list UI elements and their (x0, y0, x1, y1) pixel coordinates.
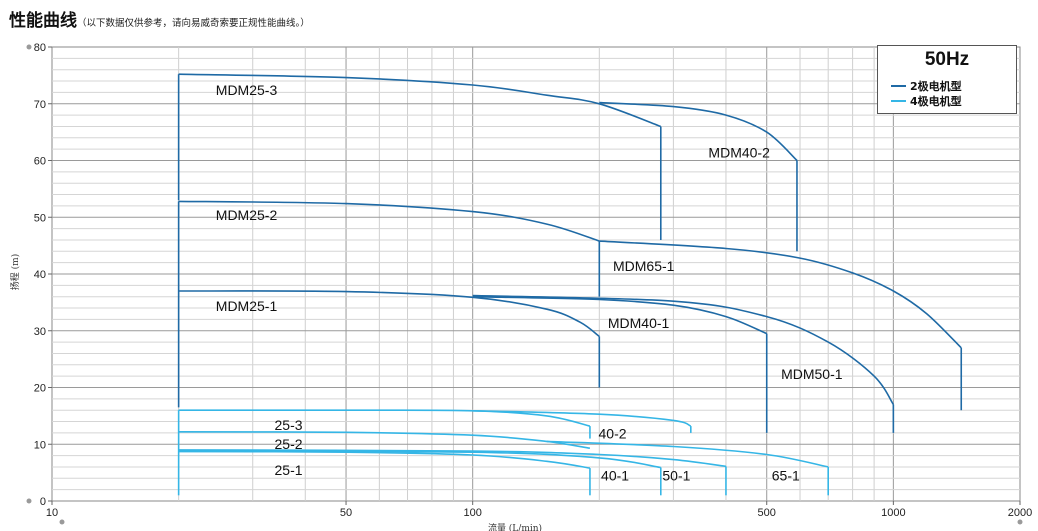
legend-title: 50Hz (924, 49, 970, 70)
y-axis-end-dot (26, 44, 32, 50)
curve-label-mdm50-1: MDM50-1 (781, 366, 843, 382)
chart-title: 性能曲线 (9, 11, 77, 31)
curve-labels: MDM25-3 MDM40-2 MDM25-2 MDM65-1 MDM25-1 MDM40… (216, 82, 843, 483)
x-tick-label: 50 (340, 507, 352, 519)
curve-label-25-3: 25-3 (275, 417, 303, 433)
curve-label-mdm40-1: MDM40-1 (608, 315, 670, 331)
curve-label-40-1: 40-1 (601, 468, 629, 484)
x-axis-label: 流量 (L/min) (488, 522, 542, 531)
y-tick-label: 30 (34, 326, 46, 338)
curve-label-25-2: 25-2 (275, 436, 303, 452)
x-axis-start-dot (59, 519, 65, 525)
y-tick-label: 50 (34, 212, 46, 224)
y-tick-label: 0 (40, 496, 46, 508)
legend-item-4-pole: 4极电机型 (891, 94, 962, 108)
y-axis-start-dot (26, 498, 32, 504)
curve-label-50-1: 50-1 (662, 468, 690, 484)
curves (177, 73, 963, 496)
legend-label-4-pole: 4极电机型 (910, 94, 962, 108)
curve-label-25-1: 25-1 (275, 462, 303, 478)
y-axis-label: 扬程 (m) (9, 254, 21, 290)
y-tick-label: 60 (34, 156, 46, 168)
curve-50-1 (178, 449, 727, 468)
curve-mdm50-1 (472, 294, 895, 405)
curve-25-3 (178, 409, 591, 427)
curve-25-1 (178, 450, 591, 469)
curve-mdm40-2 (599, 101, 798, 162)
legend: 50Hz 2极电机型 4极电机型 (877, 45, 1017, 114)
curve-label-mdm25-3: MDM25-3 (216, 82, 278, 98)
curve-65-1 (546, 440, 829, 468)
y-tick-label: 20 (34, 383, 46, 395)
chart-title-row: 性能曲线（以下数据仅供参考，请向易威奇索要正规性能曲线。） (9, 6, 310, 31)
legend-swatch-4-pole (891, 99, 906, 102)
curve-40-2 (472, 410, 692, 427)
x-tick-label: 100 (464, 507, 482, 519)
y-tick-label: 80 (34, 42, 46, 54)
curve-label-40-2: 40-2 (599, 426, 627, 442)
x-axis-end-dot (1017, 519, 1023, 525)
curve-label-65-1: 65-1 (772, 468, 800, 484)
x-tick-label: 2000 (1008, 507, 1032, 519)
curve-mdm40-1 (472, 295, 768, 335)
y-tick-label: 70 (34, 99, 46, 111)
curve-label-mdm25-2: MDM25-2 (216, 207, 278, 223)
curve-mdm25-3 (178, 73, 662, 128)
curve-mdm25-2 (178, 200, 600, 242)
curve-label-mdm40-2: MDM40-2 (708, 145, 770, 161)
x-tick-label: 1000 (881, 507, 905, 519)
legend-swatch-2-pole (891, 84, 906, 87)
y-tick-label: 40 (34, 269, 46, 281)
chart-disclaimer: （以下数据仅供参考，请向易威奇索要正规性能曲线。） (77, 18, 310, 29)
x-tick-label: 10 (46, 507, 58, 519)
grid (51, 46, 1021, 502)
y-tick-label: 10 (34, 439, 46, 451)
legend-item-2-pole: 2极电机型 (891, 79, 962, 93)
x-tick-label: 500 (758, 507, 776, 519)
curve-label-mdm65-1: MDM65-1 (613, 258, 675, 274)
legend-label-2-pole: 2极电机型 (910, 79, 962, 93)
curve-mdm65-1 (599, 240, 962, 349)
curve-label-mdm25-1: MDM25-1 (216, 298, 278, 314)
